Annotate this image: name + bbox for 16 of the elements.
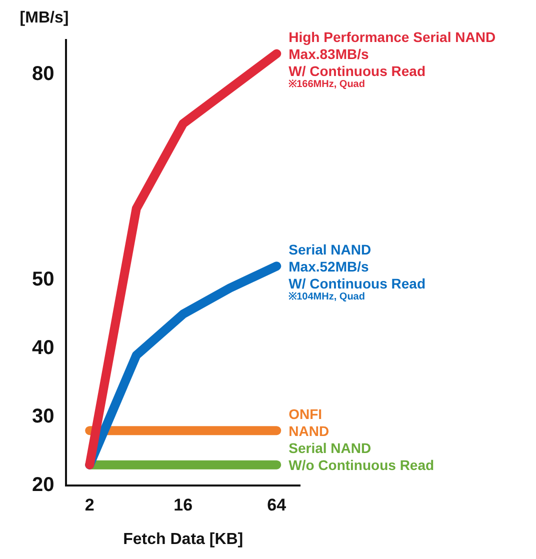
series-label: Serial NAND W/o Continuous Read bbox=[288, 440, 434, 474]
x-tick-label: 16 bbox=[174, 495, 193, 514]
y-tick-label: 50 bbox=[32, 268, 54, 290]
annotation: ※166MHz, Quad bbox=[288, 78, 365, 90]
x-tick-label: 64 bbox=[267, 495, 287, 514]
x-axis-title: Fetch Data [KB] bbox=[123, 530, 244, 548]
annotation: ※104MHz, Quad bbox=[288, 291, 365, 302]
y-tick-label: 30 bbox=[32, 405, 54, 428]
series-label: High Performance Serial NAND Max.83MB/s W/ Continuous Read bbox=[288, 29, 496, 80]
y-tick-label: 40 bbox=[32, 336, 54, 359]
y-tick-label: 20 bbox=[32, 474, 54, 496]
y-tick-label: 80 bbox=[32, 62, 54, 85]
series-label: Serial NAND Max.52MB/s W/ Continuous Read bbox=[288, 241, 426, 292]
x-tick-label: 2 bbox=[84, 495, 94, 514]
y-axis-title: [MB/s] bbox=[20, 9, 69, 26]
series-label: ONFI NAND bbox=[288, 406, 330, 439]
